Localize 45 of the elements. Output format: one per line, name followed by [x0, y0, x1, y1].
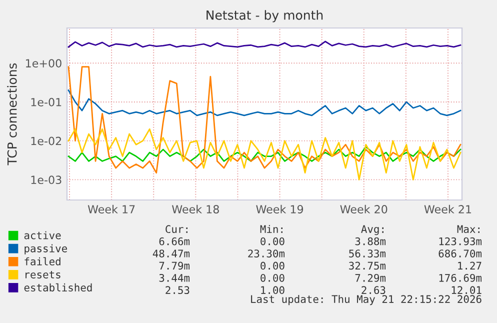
y-tick-label: 1e-02 [31, 136, 62, 146]
text: 176.69m [439, 274, 482, 282]
y-tick-label: 1e-03 [31, 176, 62, 184]
text: 48.47m [152, 250, 190, 258]
text: 23.30m [248, 250, 285, 258]
text: 3.44m [159, 274, 190, 282]
text: Min: [260, 224, 282, 233]
text: Cur: [166, 225, 188, 234]
text: 0.00 [260, 237, 284, 246]
line-series [68, 146, 462, 162]
text: 7.79m [159, 262, 190, 270]
text: 12.01 [452, 286, 482, 294]
line-series [68, 90, 462, 116]
y-tick-label: 1e+00 [26, 59, 62, 68]
x-tick-label: Week 19 [256, 204, 304, 214]
text: 0.00 [260, 262, 284, 270]
x-tick-label: Week 17 [88, 204, 135, 214]
text: 1.27 [458, 262, 482, 270]
chart-title: Netstat - by month [206, 10, 323, 22]
text: 3.88m [355, 237, 386, 246]
text: 2.63 [362, 286, 386, 294]
text: 123.93m [439, 237, 482, 246]
text: 0.00 [260, 274, 284, 282]
text: 2.53 [166, 286, 190, 294]
text: 7.29m [355, 274, 386, 282]
y-axis-title: TCP connections [7, 63, 17, 166]
legend-label: active [24, 231, 61, 240]
text: Last update: Thu May 21 22:15:22 2026 [251, 294, 482, 306]
text: 1.00 [261, 286, 284, 294]
text: Avg: [361, 225, 384, 236]
x-tick-label: Week 18 [172, 204, 219, 214]
line-series [68, 66, 462, 174]
text: 56.33m [349, 250, 386, 258]
legend-label: resets [26, 270, 60, 278]
line-series [68, 128, 462, 180]
text: 686.70m [438, 250, 482, 258]
text: Max: [457, 225, 480, 234]
legend-label: passive [24, 244, 68, 254]
x-tick-label: Week 20 [340, 204, 388, 214]
y-tick-label: 1e-01 [31, 98, 62, 106]
legend-label: established [24, 283, 92, 292]
text: 32.75m [349, 262, 386, 270]
x-tick-label: Week 21 [424, 204, 472, 214]
legend-label: failed [24, 257, 60, 266]
text: 6.66m [159, 237, 190, 246]
